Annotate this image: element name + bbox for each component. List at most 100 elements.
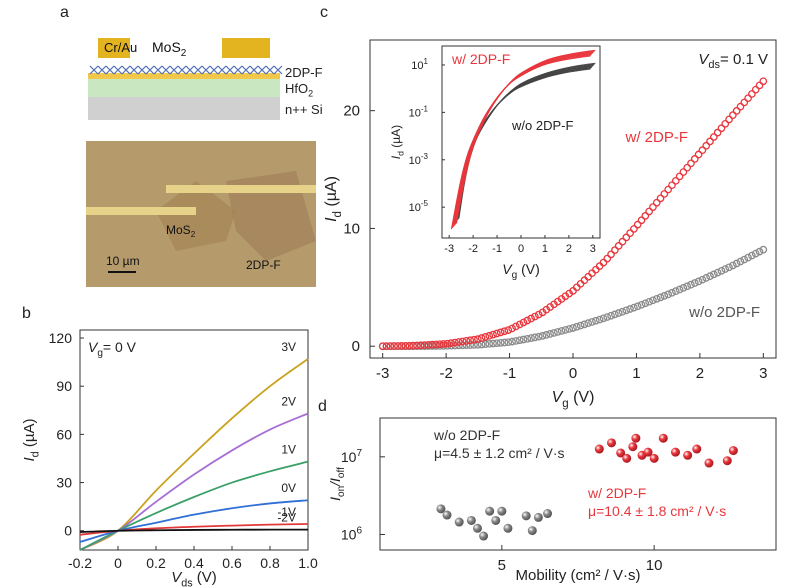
data-point [565, 325, 574, 333]
data-point [519, 335, 528, 344]
data-point [633, 302, 642, 311]
data-point [656, 293, 665, 302]
data-point [664, 185, 673, 194]
contact-left [98, 38, 130, 58]
data-point [599, 314, 608, 323]
data-point [527, 526, 537, 536]
data-point [531, 312, 539, 321]
data-point [557, 327, 566, 335]
data-point [420, 341, 429, 349]
data-point [473, 335, 482, 344]
data-point [416, 341, 425, 350]
data-point [671, 176, 680, 185]
data-point [721, 120, 730, 128]
panel-label-c: c [320, 4, 328, 21]
data-point [390, 342, 398, 350]
data-point [485, 506, 495, 516]
data-point [523, 334, 532, 343]
data-point [533, 512, 543, 522]
data-point [591, 265, 600, 274]
data-point [491, 515, 501, 525]
series-label--1V: -1V [277, 505, 296, 519]
data-point [687, 280, 695, 289]
x-tick-label: 3 [759, 365, 767, 382]
data-point [717, 266, 726, 275]
data-point [519, 318, 528, 327]
data-point [454, 517, 464, 527]
photo-mos2-sub: 2 [191, 230, 196, 239]
contact-label: Cr/Au [104, 40, 137, 55]
data-point [698, 275, 707, 284]
data-point [576, 321, 585, 330]
data-point [508, 324, 516, 333]
data-point [607, 250, 615, 259]
data-point [649, 296, 657, 305]
data-point [704, 458, 714, 468]
series-label-1V: 1V [281, 443, 296, 457]
data-point [378, 342, 387, 351]
data-point [493, 329, 501, 338]
data-point [660, 292, 669, 300]
x-tick-label: 1 [632, 365, 640, 382]
x-tick-label: -1 [503, 365, 516, 382]
data-point [550, 329, 558, 337]
hfo2-label-sub: 2 [308, 88, 314, 99]
channel-label-main: MoS [152, 39, 181, 55]
series-label--2V: -2V [277, 511, 296, 525]
data-point [435, 340, 444, 349]
data-point [470, 341, 478, 349]
data-point [702, 274, 711, 282]
data-point [512, 337, 520, 345]
x-tick-label: 5 [498, 557, 506, 574]
series-label-without: w/o 2DP-F [433, 427, 500, 443]
data-point [534, 332, 543, 341]
data-point [622, 233, 631, 242]
channel-label-sub: 2 [181, 48, 187, 59]
data-point [413, 341, 421, 350]
data-point [607, 438, 617, 448]
series-points-w/o 2DP-F [436, 504, 553, 541]
data-point [523, 316, 532, 325]
plot-frame [379, 417, 777, 551]
data-point [527, 314, 535, 323]
data-point [713, 128, 722, 137]
data-point [572, 283, 581, 292]
data-point [500, 327, 509, 336]
data-point [561, 326, 570, 334]
data-point [397, 342, 406, 350]
data-point [683, 282, 692, 291]
data-point [572, 322, 581, 331]
panel-label-b: b [22, 305, 31, 322]
data-point [442, 510, 452, 520]
data-point [679, 284, 688, 292]
lattice-bond [113, 65, 123, 75]
optical-micrograph: MoS2 2DP-F 10 µm [86, 141, 316, 287]
data-point [668, 181, 676, 190]
data-point [543, 509, 553, 519]
data-point [584, 319, 593, 328]
data-point [744, 253, 752, 262]
data-point [580, 276, 589, 285]
lattice-bond [241, 65, 251, 75]
data-point [645, 207, 653, 216]
inset-y-tick-label: 101 [411, 57, 428, 72]
data-point [722, 456, 732, 466]
data-point [493, 339, 501, 348]
photo-mos2-label: MoS2 [166, 223, 196, 239]
series-label-with: w/ 2DP-F [587, 485, 646, 501]
inset-x-tick-label: 1 [542, 243, 548, 255]
channel-label: MoS2 [152, 39, 187, 59]
data-point [599, 258, 608, 267]
hfo2-layer [88, 78, 280, 97]
data-point [622, 453, 632, 463]
inset-y-tick-label: 10-3 [409, 152, 429, 167]
data-point [546, 330, 555, 338]
data-point [472, 523, 482, 533]
y-axis-label: Id (µA) [21, 419, 42, 462]
data-point [569, 324, 577, 332]
inset-x-tick-label: -3 [444, 243, 454, 255]
data-point [725, 115, 733, 124]
x-tick-label: 10 [646, 557, 663, 574]
x-axis-label: Vds (V) [171, 569, 217, 588]
data-point [759, 245, 768, 254]
